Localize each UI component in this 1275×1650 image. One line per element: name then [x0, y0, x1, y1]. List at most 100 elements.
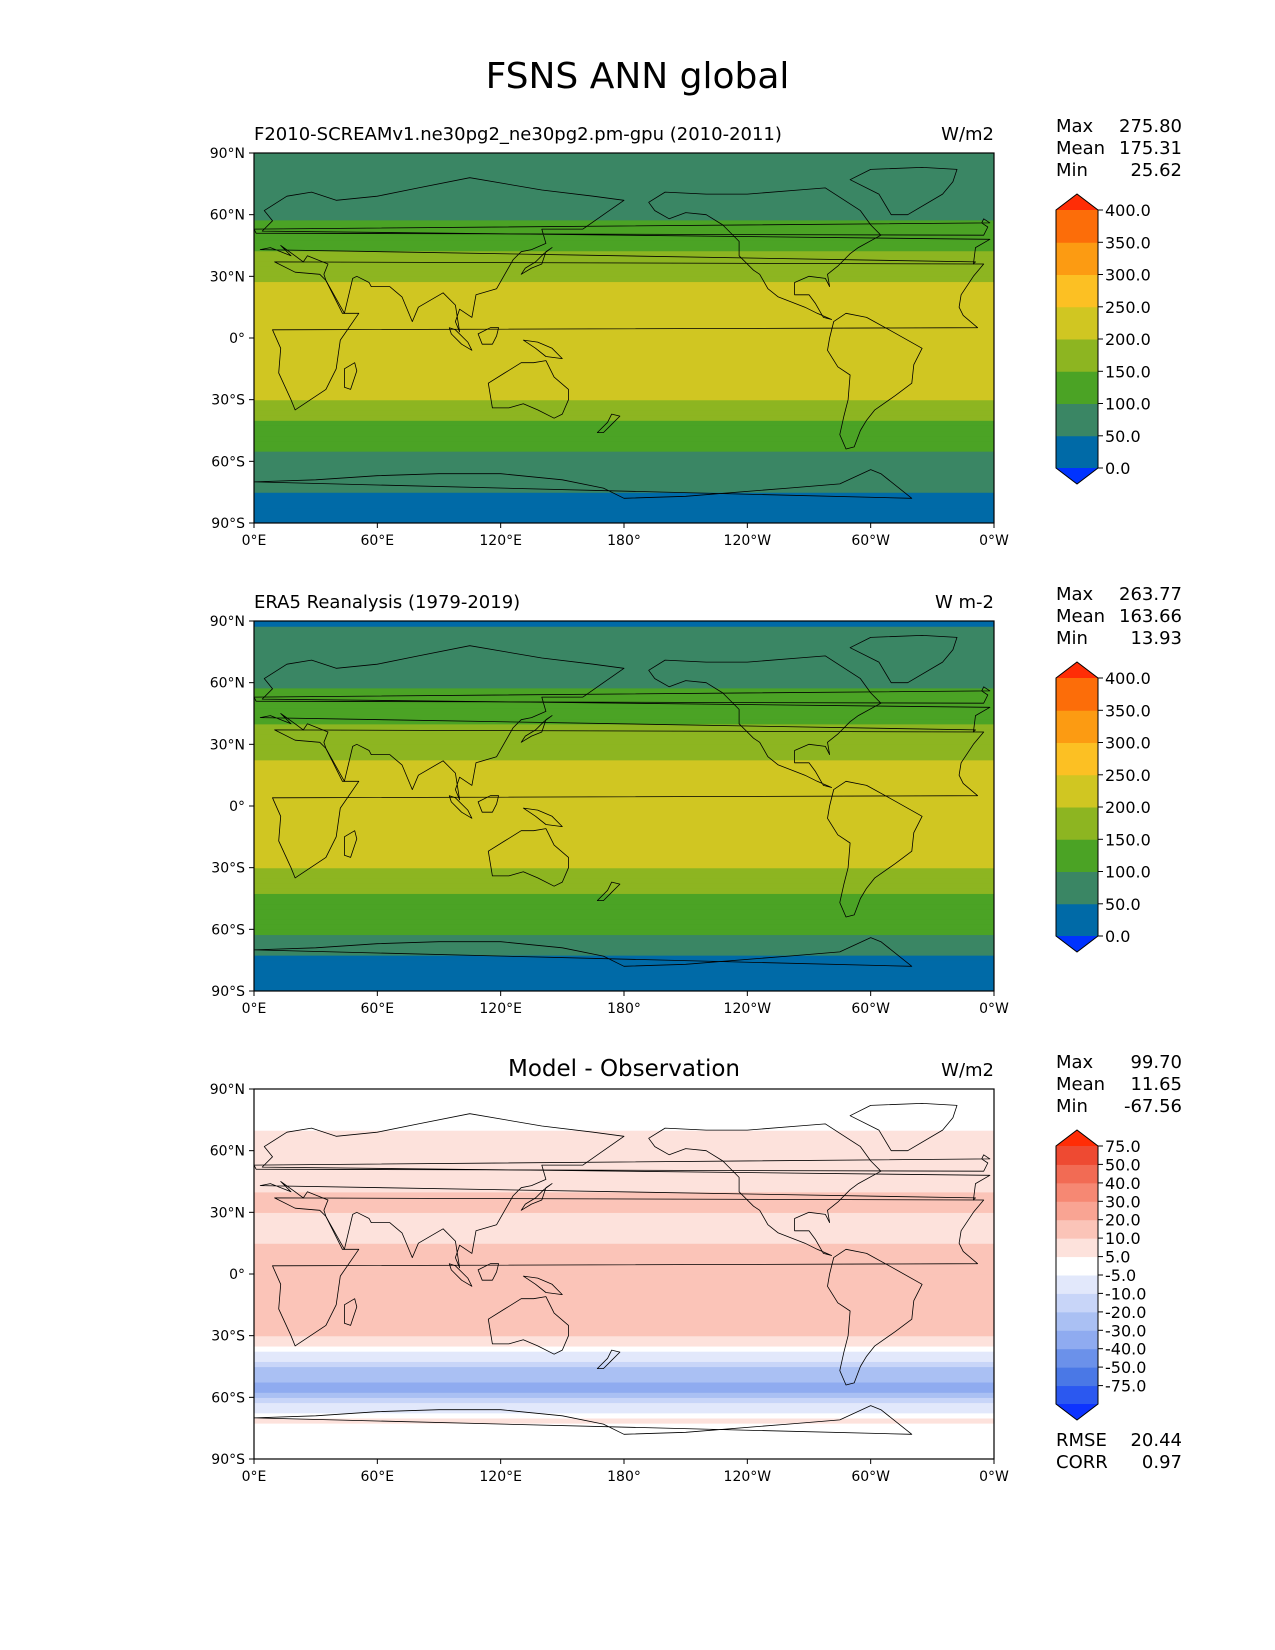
field-band	[254, 1448, 994, 1455]
field-band	[254, 1345, 994, 1352]
greenland-coast	[849, 1103, 958, 1152]
lat-tick-label: 60°N	[210, 208, 245, 224]
field-band	[254, 867, 994, 874]
field-band	[254, 1253, 994, 1260]
field-band	[254, 250, 994, 257]
units-label: W m-2	[935, 592, 994, 613]
field-band	[254, 1274, 994, 1280]
borneo-coast	[477, 1263, 499, 1281]
field-band	[254, 307, 994, 313]
north-america-coast	[648, 655, 882, 788]
field-band	[254, 302, 994, 308]
stat-label-mean: Mean	[1056, 138, 1105, 159]
field-band	[254, 409, 994, 416]
colorbar-tick-label: 0.0	[1105, 927, 1130, 946]
field-band	[254, 1135, 994, 1141]
field-band	[254, 795, 994, 802]
colorbar-segment	[1056, 774, 1098, 808]
panel-title: ERA5 Reanalysis (1979-2019)	[254, 592, 520, 613]
field-band	[254, 770, 994, 776]
colorbar-segment	[1056, 1146, 1098, 1165]
lon-tick-label: 60°W	[851, 533, 890, 549]
new-guinea-coast	[522, 339, 563, 359]
lon-tick-label: 0°E	[242, 533, 267, 549]
field-band	[254, 641, 994, 648]
madagascar-coast	[344, 1298, 358, 1326]
field-band	[254, 1222, 994, 1229]
lon-tick-label: 0°E	[242, 1469, 267, 1485]
field-band	[254, 1423, 994, 1429]
field-band	[254, 492, 994, 498]
field-band	[254, 692, 994, 699]
field-band	[254, 888, 994, 894]
field-band	[254, 893, 994, 900]
field-band	[254, 188, 994, 195]
field-band	[254, 800, 994, 807]
africa-coast	[272, 729, 985, 879]
field-band	[254, 1438, 994, 1445]
field-band	[254, 1238, 994, 1244]
field-band	[254, 1299, 994, 1306]
stat-label-min: Min	[1056, 160, 1088, 181]
field-band	[254, 985, 994, 991]
lat-tick-label: 90°N	[210, 146, 245, 162]
japan-coast	[520, 1183, 553, 1211]
field-band	[254, 667, 994, 673]
uk-coast	[254, 1154, 991, 1172]
field-band	[254, 965, 994, 972]
field-band	[254, 1356, 994, 1362]
japan-coast	[520, 247, 553, 275]
field-band	[254, 343, 994, 349]
field-band	[254, 944, 994, 951]
field-band	[254, 677, 994, 684]
field-band	[254, 960, 994, 966]
colorbar-segment	[1056, 1164, 1098, 1184]
field-band	[254, 1248, 994, 1255]
colorbar-segment	[1056, 903, 1098, 937]
field-band	[254, 754, 994, 761]
field-band	[254, 245, 994, 252]
greenland-coast	[849, 167, 958, 216]
colorbar-tick-label: 0.0	[1105, 459, 1130, 478]
borneo-coast	[477, 327, 499, 345]
field-band	[254, 1320, 994, 1326]
field-band	[254, 168, 994, 175]
field-band	[254, 224, 994, 231]
field-band	[254, 1381, 994, 1388]
field-band	[254, 445, 994, 452]
field-band	[254, 1124, 994, 1131]
colorbar-tick-label: 400.0	[1105, 201, 1151, 220]
lon-tick-label: 0°W	[979, 1001, 1009, 1017]
lon-tick-label: 120°W	[724, 533, 772, 549]
field-band	[254, 631, 994, 638]
data-field	[254, 621, 994, 991]
data-field	[254, 1089, 994, 1459]
colorbar-tick-label: 75.0	[1105, 1137, 1141, 1156]
field-band	[254, 204, 994, 211]
field-band	[254, 517, 994, 523]
new-guinea-coast	[522, 807, 563, 827]
field-band	[254, 908, 994, 915]
colorbar-segment	[1056, 371, 1098, 404]
south-america-coast	[827, 312, 923, 450]
field-band	[254, 1417, 994, 1424]
eurasia-coast	[259, 1113, 991, 1269]
field-band	[254, 1150, 994, 1157]
field-band	[254, 1202, 994, 1208]
new-zealand-coast	[596, 1349, 621, 1369]
new-zealand-coast	[596, 413, 621, 433]
field-band	[254, 209, 994, 216]
colorbar-segment	[1056, 242, 1098, 275]
stat-label-mean: Mean	[1056, 1074, 1105, 1095]
japan-coast	[520, 715, 553, 743]
sumatra-coast	[448, 795, 473, 819]
field-band	[254, 821, 994, 828]
field-band	[254, 1351, 994, 1357]
uk-coast	[254, 686, 991, 704]
field-band	[254, 353, 994, 360]
field-band	[254, 373, 994, 380]
field-band	[254, 1196, 994, 1203]
field-band	[254, 780, 994, 787]
field-band	[254, 852, 994, 858]
field-band	[254, 404, 994, 411]
